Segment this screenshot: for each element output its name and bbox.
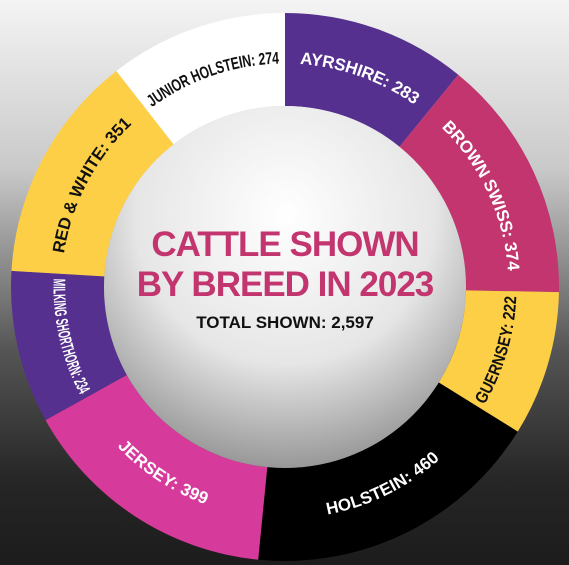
center-text: CATTLE SHOWN BY BREED IN 2023 TOTAL SHOW… <box>115 225 455 333</box>
page: AYRSHIRE: 283BROWN SWISS: 374GUERNSEY: 2… <box>0 0 569 565</box>
chart-title: CATTLE SHOWN BY BREED IN 2023 <box>115 225 455 305</box>
chart-subtitle: TOTAL SHOWN: 2,597 <box>115 313 455 333</box>
